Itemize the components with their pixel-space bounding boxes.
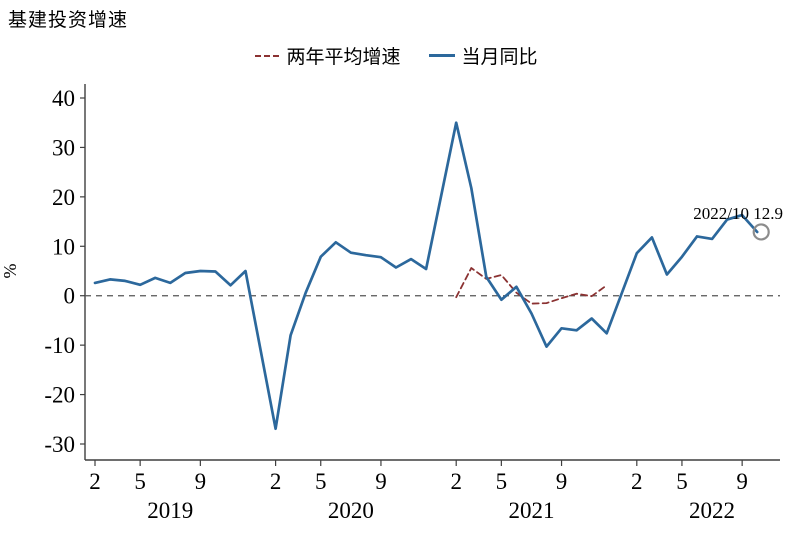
x-tick-label: 2 (631, 469, 643, 494)
legend-label-monthly-yoy: 当月同比 (461, 47, 538, 68)
x-tick-label: 5 (134, 469, 146, 494)
x-year-label: 2020 (328, 498, 374, 523)
x-tick-label: 2 (270, 469, 282, 494)
x-year-label: 2022 (689, 498, 735, 523)
annotation-label: 2022/10 12.9 (693, 204, 783, 223)
y-tick-label: 0 (64, 284, 76, 309)
x-tick-label: 5 (315, 469, 327, 494)
x-tick-label: 5 (496, 469, 508, 494)
x-year-label: 2019 (147, 498, 193, 523)
legend-label-two-year-avg: 两年平均增速 (286, 47, 401, 68)
y-tick-label: 10 (52, 234, 75, 259)
legend-item-monthly-yoy: 当月同比 (428, 42, 538, 69)
legend-solid-line-icon (428, 54, 455, 57)
y-tick-label: 20 (52, 185, 75, 210)
chart-title: 基建投资增速 (8, 10, 129, 31)
legend-item-two-year-avg: 两年平均增速 (255, 42, 401, 69)
y-tick-label: 40 (52, 86, 75, 111)
legend-dashed-line-icon (255, 54, 280, 57)
x-tick-label: 9 (375, 469, 387, 494)
y-axis-title: % (0, 264, 20, 279)
y-tick-label: 30 (52, 135, 75, 160)
y-tick-label: -10 (44, 333, 75, 358)
chart-legend: 两年平均增速 当月同比 (0, 42, 793, 69)
series-line-monthly-yoy (93, 121, 759, 431)
y-tick-label: -30 (44, 432, 75, 457)
x-tick-label: 2 (450, 469, 462, 494)
x-tick-label: 9 (195, 469, 207, 494)
x-tick-label: 5 (676, 469, 688, 494)
annotation-circle-marker (752, 223, 770, 241)
x-tick-label: 9 (736, 469, 748, 494)
y-tick-label: -20 (44, 383, 75, 408)
x-tick-label: 2 (89, 469, 101, 494)
x-tick-label: 9 (556, 469, 568, 494)
x-year-label: 2021 (508, 498, 554, 523)
series-line-two-year-avg (455, 267, 608, 305)
